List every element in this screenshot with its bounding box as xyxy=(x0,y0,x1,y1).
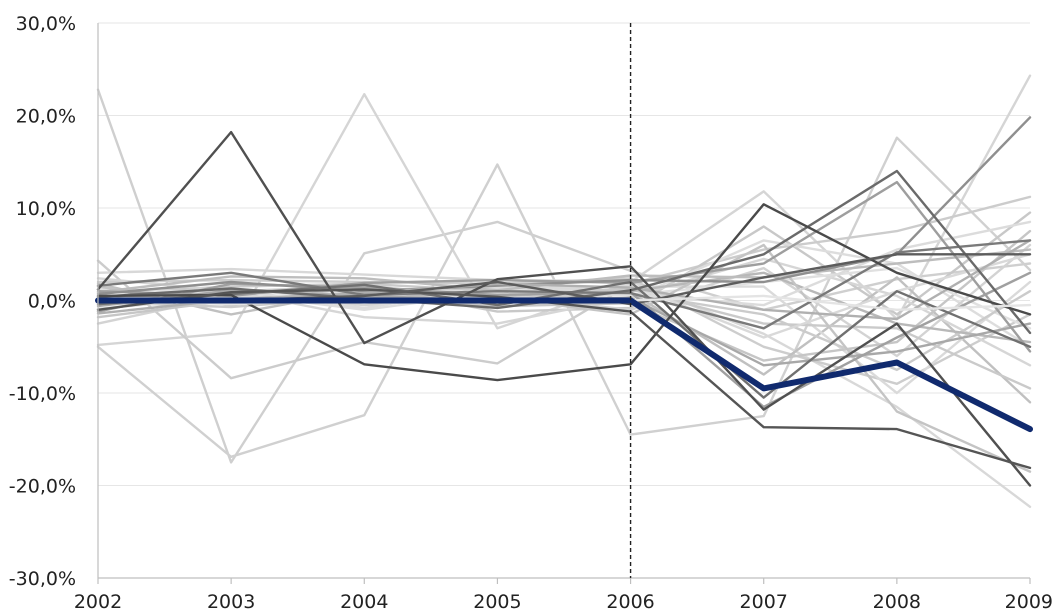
x-tick-label: 2004 xyxy=(340,591,388,612)
series-line-3 xyxy=(96,195,1032,380)
y-tick-label: 0,0% xyxy=(28,291,76,313)
series-layer xyxy=(96,74,1032,508)
series-line-18 xyxy=(96,243,1032,473)
highlight-series-line xyxy=(95,297,1033,433)
series-line-0 xyxy=(96,88,1032,464)
y-tick-label: 10,0% xyxy=(16,198,76,220)
x-tick-label: 2009 xyxy=(1005,591,1053,612)
series-line-30 xyxy=(96,203,1032,382)
y-tick-label: -30,0% xyxy=(9,568,76,590)
series-line-22 xyxy=(96,180,1032,353)
x-tick-label: 2003 xyxy=(207,591,255,612)
y-tick-label: 20,0% xyxy=(16,106,76,128)
x-tick-label: 2005 xyxy=(473,591,521,612)
y-tick-label: 30,0% xyxy=(16,13,76,35)
x-tick-label: 2008 xyxy=(873,591,921,612)
y-tick-label: -20,0% xyxy=(9,476,76,498)
series-line-31 xyxy=(96,288,1032,470)
x-tick-label: 2002 xyxy=(74,591,122,612)
y-tick-label: -10,0% xyxy=(9,383,76,405)
x-tick-label: 2007 xyxy=(740,591,788,612)
axis-layer xyxy=(97,23,1031,584)
highlight-layer xyxy=(95,297,1033,433)
series-line-12 xyxy=(96,257,1032,367)
series-line-29 xyxy=(96,130,1032,487)
x-tick-label: 2006 xyxy=(606,591,654,612)
label-layer: 30,0%20,0%10,0%0,0%-10,0%-20,0%-30,0%200… xyxy=(9,13,1053,612)
